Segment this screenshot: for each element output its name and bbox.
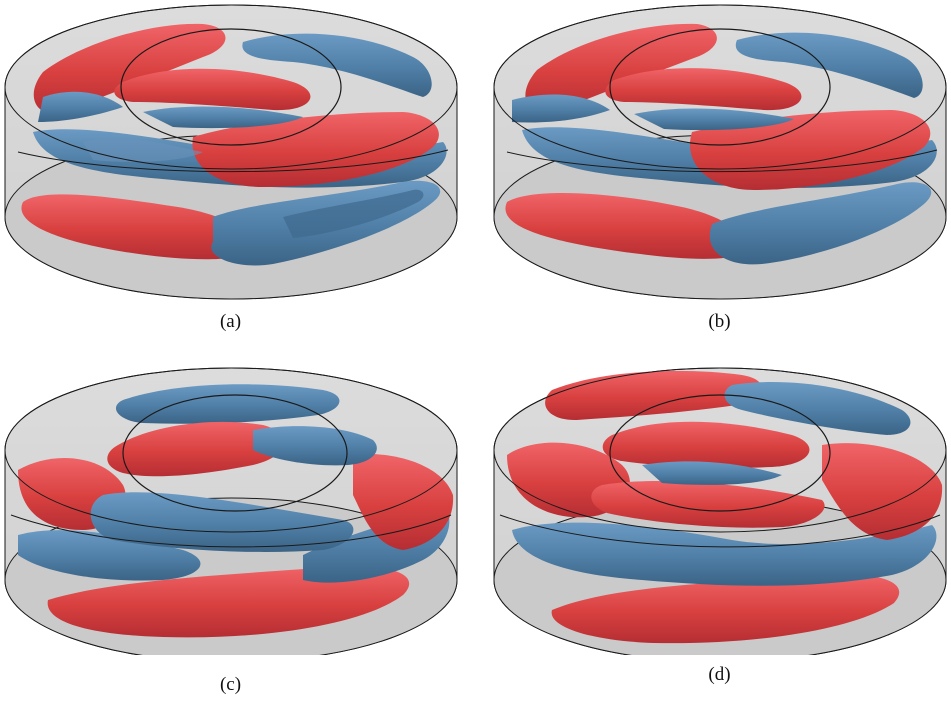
- vortex-isosurface-image-d: [493, 367, 947, 655]
- panel-label: (b): [708, 311, 731, 332]
- panel-d: (d): [492, 355, 947, 700]
- panel-b: (b): [492, 2, 947, 347]
- panel-label: (d): [708, 664, 731, 685]
- panel-a: (a): [3, 2, 458, 347]
- panel-c: (c): [3, 355, 458, 700]
- vortex-isosurface-image-c: [4, 367, 458, 655]
- panel-label: (a): [219, 311, 242, 332]
- vortex-isosurface-image-a: [4, 4, 458, 300]
- vortex-isosurface-image-b: [493, 4, 947, 300]
- panel-label: (c): [219, 674, 242, 695]
